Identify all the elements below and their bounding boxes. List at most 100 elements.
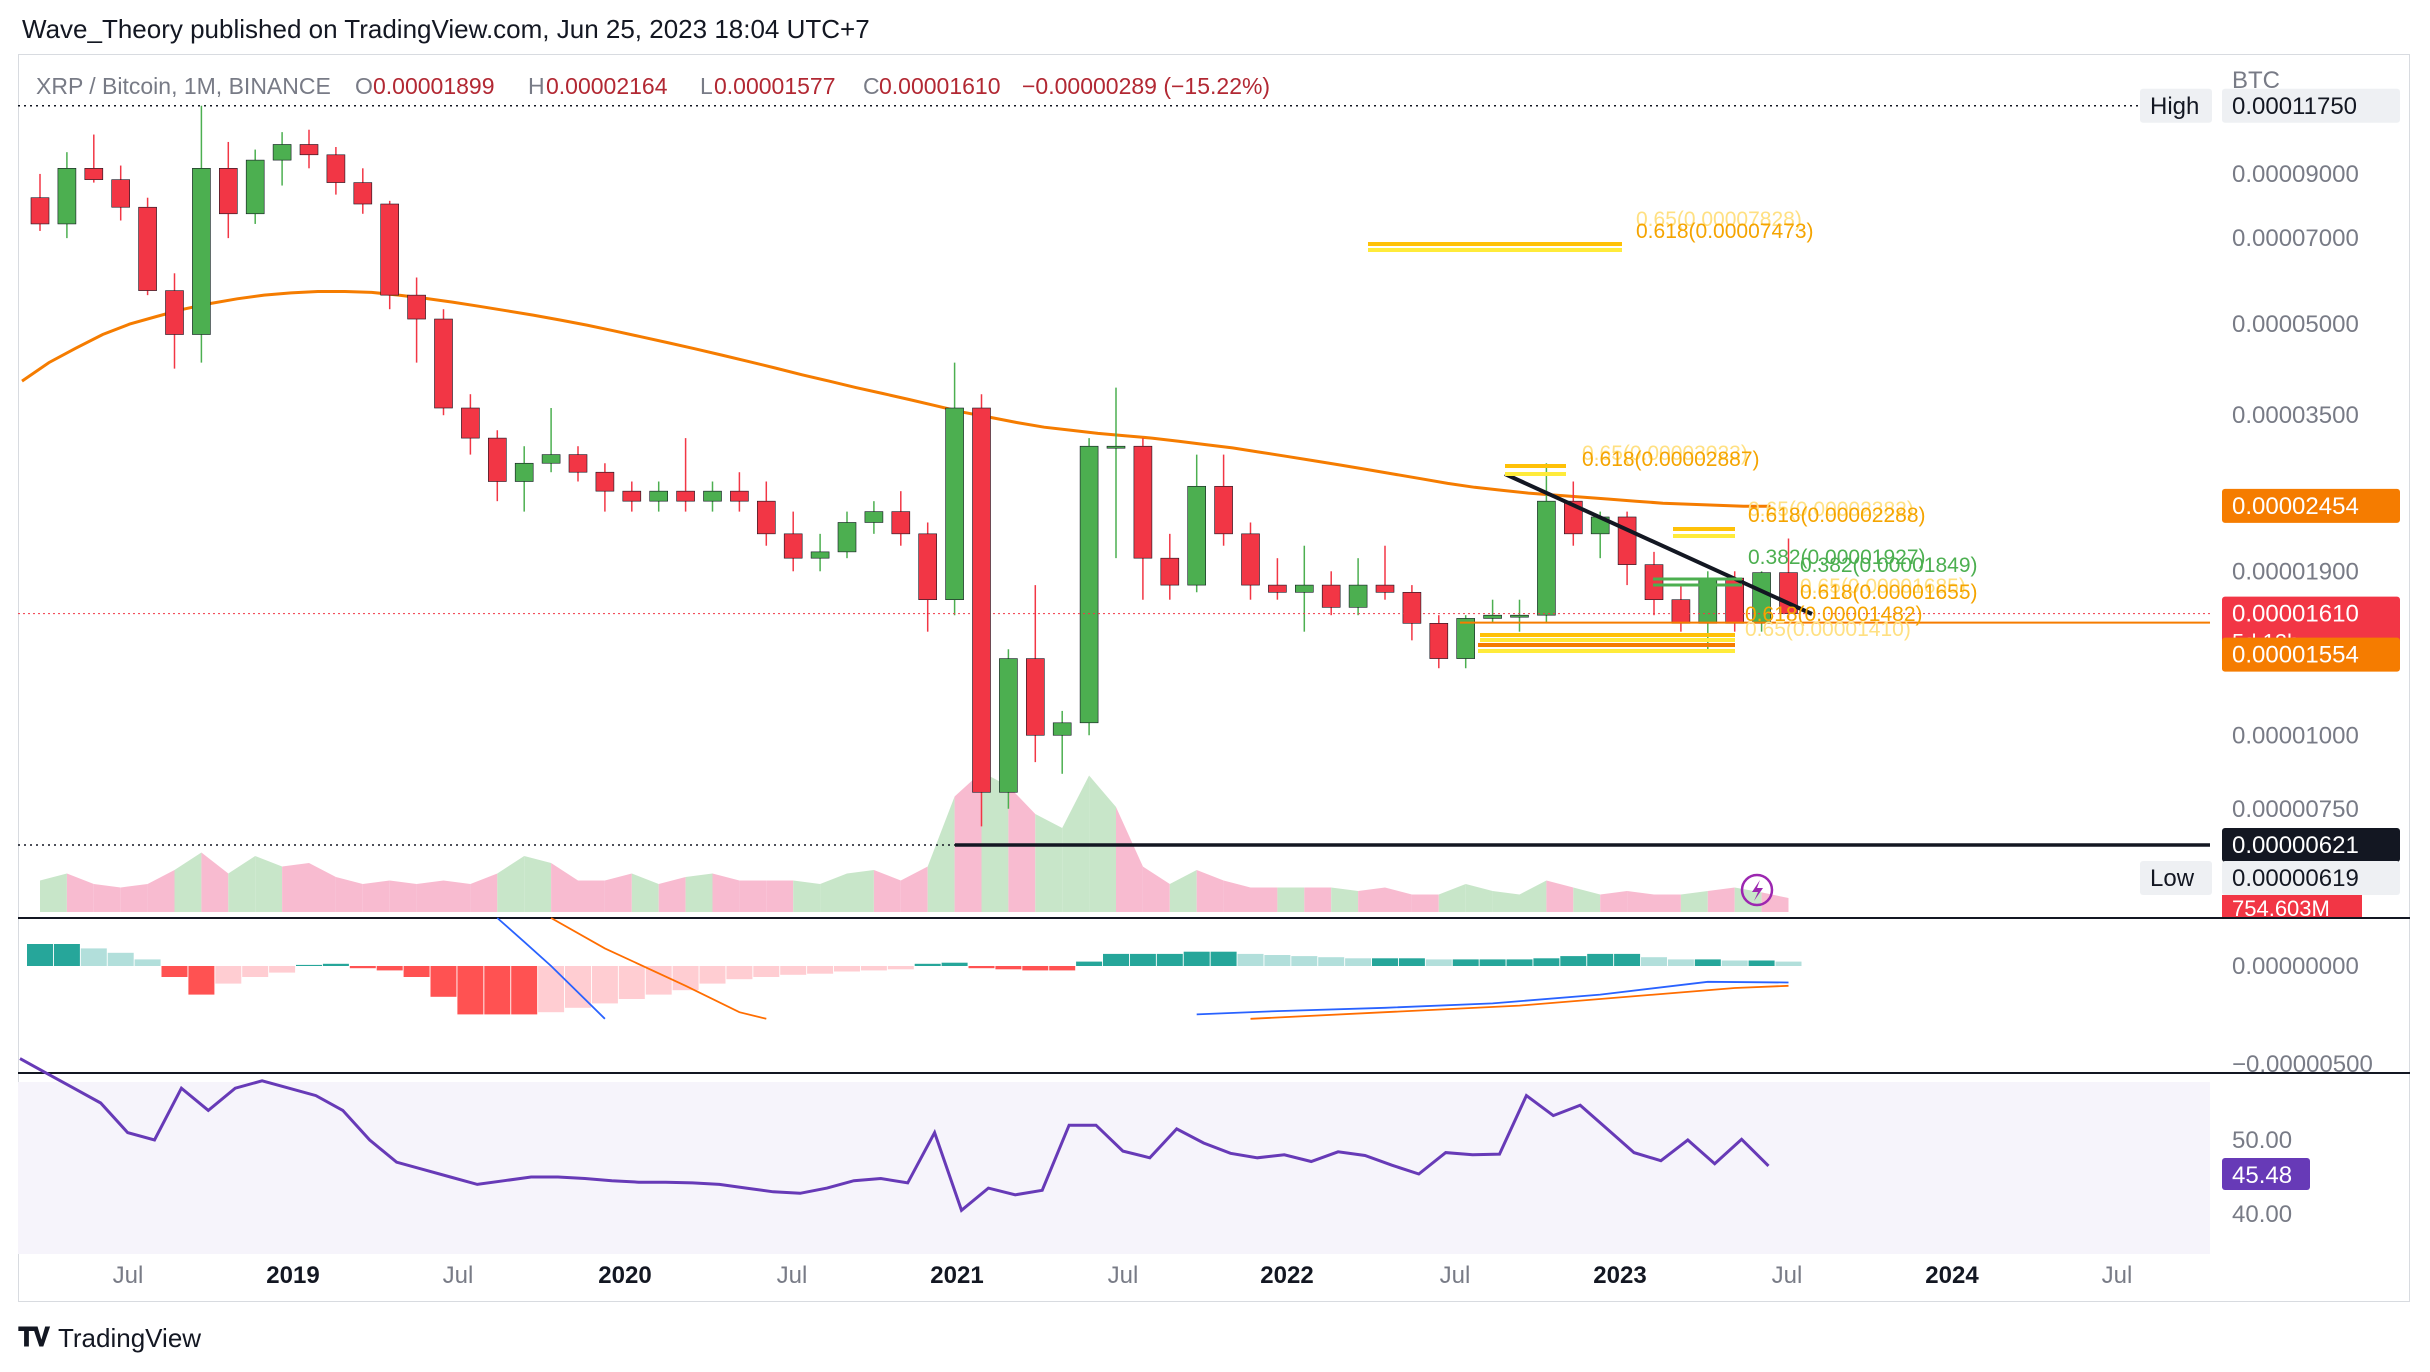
candle [30, 197, 50, 225]
macd-histogram-bar [80, 948, 107, 966]
candle [487, 437, 507, 482]
time-axis-label: 2022 [1260, 1262, 1313, 1289]
macd-histogram-bar [1587, 953, 1614, 966]
macd-histogram-bar [322, 963, 349, 966]
volume-area [631, 873, 659, 912]
volume-area [1519, 880, 1547, 912]
macd-histogram-bar [1291, 956, 1318, 966]
price-axis[interactable]: 0.00009000 0.00007000 0.00005000 0.00003500… [2232, 161, 2359, 823]
candle [1510, 614, 1529, 618]
volume-area [1331, 887, 1359, 912]
volume-area [1707, 887, 1735, 912]
open-value: 0.00001899 [373, 73, 495, 99]
candle [138, 206, 157, 291]
candle [353, 182, 373, 205]
volume-area [1680, 891, 1708, 912]
volume-area [1492, 891, 1520, 912]
macd-histogram-bar [860, 966, 887, 971]
volume-area [1250, 887, 1278, 912]
macd-histogram-bar [726, 966, 753, 980]
candle [999, 658, 1018, 793]
volume-area [174, 852, 202, 912]
volume-area [309, 863, 336, 912]
signal-line [1250, 984, 1789, 1020]
macd-histogram-bar [753, 966, 780, 977]
line-value: 0.00000621 [2232, 832, 2359, 859]
candle [1160, 557, 1180, 586]
candle [676, 490, 695, 502]
candle [730, 490, 749, 502]
macd-histogram-bar [161, 966, 188, 977]
macd-histogram-bar [1076, 961, 1103, 966]
macd-histogram-bar [511, 966, 538, 1015]
candle [1483, 614, 1502, 619]
downtrend-line [1504, 472, 1813, 616]
volume-area [1761, 892, 1789, 912]
volume-area [578, 880, 605, 912]
candle [783, 533, 803, 559]
fib-label: 0.382(0.00001927) [1748, 546, 1926, 569]
time-axis-label: 2021 [930, 1262, 983, 1289]
volume-area [847, 870, 874, 912]
candle [1079, 445, 1099, 724]
macd-histogram-bar [1748, 960, 1775, 966]
price-tick-label: 0.00001900 [2232, 558, 2359, 585]
time-axis[interactable]: Jul 2019 Jul 2020 Jul 2021 Jul 2022 Jul 2023 Jul 20… [113, 1262, 2133, 1289]
candle [756, 500, 776, 535]
macd-histogram-bar [349, 966, 376, 969]
macd-histogram-bar [941, 962, 968, 966]
macd-histogram-bar [1103, 953, 1129, 966]
macd-histogram-bar [807, 966, 834, 974]
macd-histogram-bar [968, 966, 995, 969]
volume-area [40, 873, 67, 912]
fib-label: 0.618(0.00002288) [1748, 504, 1926, 527]
candle [57, 168, 77, 225]
candle [837, 522, 857, 553]
candle [649, 490, 669, 502]
macd-histogram-bar [403, 966, 430, 977]
time-axis-label: Jul [113, 1262, 144, 1289]
price-tick-label: 0.00000750 [2232, 796, 2359, 823]
volume-box [2222, 895, 2362, 917]
macd-histogram-bar [1156, 953, 1183, 966]
macd-histogram-bar [296, 964, 322, 966]
macd-histogram-bar [1318, 957, 1345, 966]
fib-label: 0.65(0.00003023) [1582, 442, 1748, 465]
volume-area [1277, 887, 1305, 912]
volume-area [147, 870, 175, 912]
volume-area [1654, 894, 1681, 912]
candle [1348, 584, 1368, 608]
volume-area [766, 880, 794, 912]
rsi-value-box [2222, 1158, 2310, 1190]
fib-levels: 0.65(0.00007828)0.618(0.00007473) 0.65(0.… [1368, 208, 1978, 653]
footer-brand[interactable]: TradingView [57, 1322, 202, 1353]
volume-area [1142, 866, 1170, 912]
volume-area [470, 873, 498, 912]
macd-histogram-bar [107, 952, 134, 966]
candle [1429, 623, 1449, 659]
volume-area [335, 877, 363, 912]
volume-area [1600, 891, 1628, 912]
volume-area [1438, 884, 1466, 912]
macd-histogram-bar [27, 944, 53, 966]
volume-area [1223, 880, 1251, 912]
ma-value-box [2222, 488, 2400, 523]
macd-histogram-bar [887, 966, 914, 970]
macd-histogram-bar [1479, 959, 1506, 966]
chart-frame[interactable] [18, 54, 2410, 1302]
volume-area [1035, 814, 1063, 912]
candle [407, 294, 426, 320]
price-tick-label: 0.00007000 [2232, 225, 2359, 252]
fib-label: 0.618(0.00007473) [1636, 220, 1814, 243]
fib-label: 0.65(0.00001410) [1745, 618, 1911, 641]
candle [622, 490, 642, 502]
candle [1617, 516, 1637, 565]
tradingview-logo-icon[interactable]: 𝐓𝐕 [18, 1322, 50, 1352]
volume-area [927, 796, 955, 912]
support-value: 0.00001554 [2232, 642, 2359, 669]
candle [84, 168, 104, 180]
time-axis-label: 2019 [266, 1262, 319, 1289]
lightning-icon [1740, 873, 1774, 907]
